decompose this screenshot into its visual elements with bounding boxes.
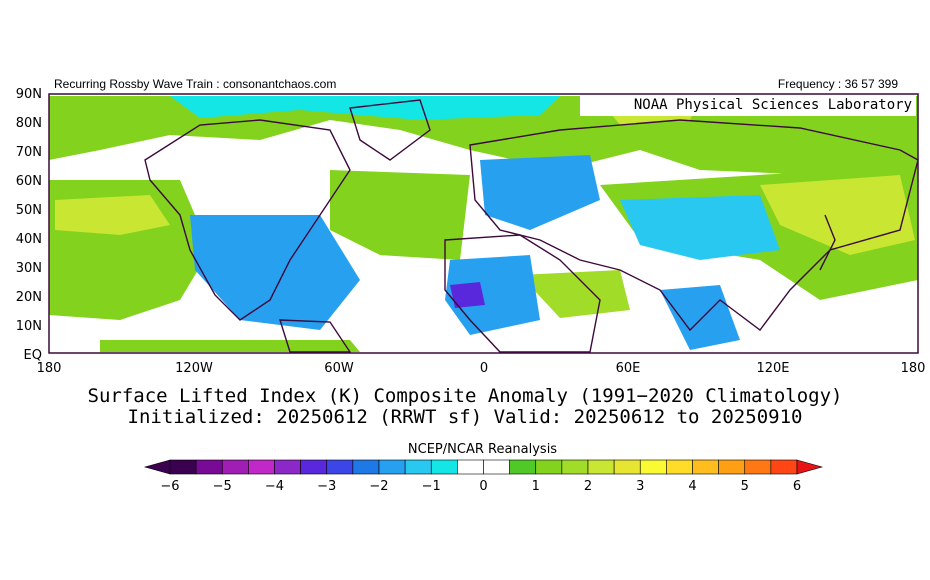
coastlines (144, 99, 919, 353)
colorbar-swatch (221, 459, 249, 475)
colorbar-tick-label: −1 (422, 479, 441, 494)
colorbar-swatch (744, 459, 772, 475)
anomaly-yellow-pacific (55, 195, 170, 235)
colorbar-swatch (666, 459, 693, 475)
colorbar-swatch (587, 459, 615, 475)
anomaly-green-atlantic (330, 170, 470, 260)
lon-label: 180 (37, 361, 62, 376)
lat-label: 70N (16, 145, 42, 160)
anomaly-green-equator (100, 340, 360, 352)
anomaly-cyan-arctic (170, 96, 560, 120)
map-border (48, 93, 919, 354)
colorbar-under-arrow (143, 459, 171, 475)
colorbar-swatch (352, 459, 380, 475)
colorbar-tick-label: 4 (688, 479, 696, 494)
colorbar-tick-label: 6 (793, 479, 801, 494)
colorbar-tick-label: −4 (265, 479, 284, 494)
colorbar-label: NCEP/NCAR Reanalysis (407, 442, 558, 457)
colorbar-swatch (274, 459, 301, 475)
lon-label: 60E (616, 361, 641, 376)
colorbar-swatch (430, 459, 458, 475)
anomaly-green-africa (520, 270, 630, 318)
anomaly-blue-northafrica (445, 255, 540, 335)
lat-label: 60N (16, 174, 42, 189)
colorbar-swatch (378, 459, 406, 475)
lon-label: 120E (756, 361, 789, 376)
lon-label: 0 (480, 361, 488, 376)
lat-label: 50N (16, 203, 42, 218)
lat-label: 30N (16, 261, 42, 276)
anomaly-purple-sahel (450, 282, 485, 308)
colorbar-swatch (639, 459, 667, 475)
title-line-2: Initialized: 20250612 (RRWT sf) Valid: 2… (127, 406, 803, 428)
colorbar-tick-label: −5 (213, 479, 232, 494)
colorbar-over-arrow (796, 459, 824, 475)
colorbar-swatch (770, 459, 798, 475)
header-left-text: Recurring Rossby Wave Train : consonantc… (54, 77, 337, 91)
lon-label: 120W (175, 361, 213, 376)
title-line-1: Surface Lifted Index (K) Composite Anoma… (87, 385, 843, 407)
colorbar-tick-label: 0 (479, 479, 487, 494)
colorbar-swatch (718, 459, 746, 475)
lat-label: 40N (16, 232, 42, 247)
lat-label: 20N (16, 290, 42, 305)
colorbar-swatch (404, 459, 432, 475)
colorbar-swatch (195, 459, 223, 475)
colorbar-swatch (300, 459, 328, 475)
coast-africa (444, 234, 601, 353)
colorbar-swatch (483, 459, 510, 475)
lat-label: 80N (16, 116, 42, 131)
anomaly-blue-asia (620, 195, 780, 260)
anomaly-blue-northamerica (190, 215, 360, 330)
coast-greenland (349, 99, 431, 161)
coast-south-america-top (279, 319, 352, 353)
credit-label: NOAA Physical Sciences Laboratory (580, 95, 916, 116)
map-field (49, 94, 919, 353)
colorbar-swatch (457, 459, 484, 475)
colorbar-swatch (509, 459, 537, 475)
coast-eurasia (469, 119, 919, 332)
colorbar-swatch (535, 459, 563, 475)
colorbar-swatch (561, 459, 589, 475)
colorbar-swatch (613, 459, 641, 475)
map-figure: 90N 80N 70N 60N 50N 40N 30N 20N 10N EQ 1… (16, 87, 926, 494)
coast-japan (819, 214, 836, 271)
anomaly-blue-india (660, 285, 740, 350)
header-right-text: Frequency : 36 57 399 (777, 77, 898, 91)
longitude-axis: 180 120W 60W 0 60E 120E 180 (37, 361, 926, 376)
colorbar-tick-label: 2 (584, 479, 592, 494)
colorbar-swatch (326, 459, 354, 475)
colorbar-tick-label: −6 (160, 479, 179, 494)
colorbar-tick-label: −3 (317, 479, 336, 494)
colorbar-swatch (169, 459, 197, 475)
lat-label: 10N (16, 319, 42, 334)
lon-label: 180 (901, 361, 926, 376)
anomaly-blue-europe (480, 155, 600, 230)
coast-north-america (144, 119, 351, 321)
lat-label: 90N (16, 87, 42, 102)
colorbar-tick-label: 5 (741, 479, 749, 494)
lat-label: EQ (24, 348, 42, 363)
lon-label: 60W (324, 361, 354, 376)
colorbar-tick-label: 1 (532, 479, 540, 494)
latitude-axis: 90N 80N 70N 60N 50N 40N 30N 20N 10N EQ (16, 87, 42, 363)
colorbar: −6 −5 −4 −3 −2 −1 0 1 2 3 4 5 6 (143, 459, 824, 494)
colorbar-tick-label: 3 (636, 479, 644, 494)
colorbar-swatch (692, 459, 719, 475)
anomaly-yellow-asia (760, 175, 915, 255)
colorbar-swatch (248, 459, 275, 475)
colorbar-tick-label: −2 (369, 479, 388, 494)
